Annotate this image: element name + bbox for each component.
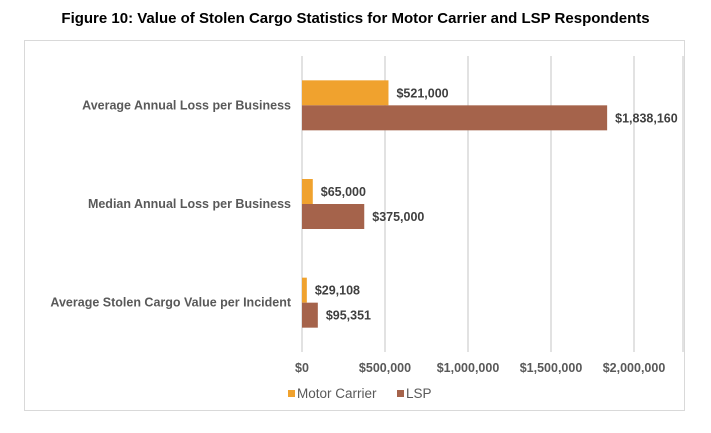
data-label: $65,000 (321, 185, 366, 199)
x-tick-label: $1,000,000 (437, 361, 500, 375)
bar-lsp (302, 204, 365, 229)
bar-motor-carrier (302, 179, 313, 204)
bar-lsp (302, 105, 608, 131)
category-label: Median Annual Loss per Business (88, 197, 291, 211)
legend-swatch-motor-carrier (288, 390, 295, 397)
x-tick-label: $1,500,000 (520, 361, 583, 375)
bar-motor-carrier (302, 80, 389, 106)
chart-title: Figure 10: Value of Stolen Cargo Statist… (61, 10, 650, 27)
bar-lsp (302, 302, 318, 328)
legend-swatch-lsp (397, 390, 404, 397)
data-label: $375,000 (372, 210, 424, 224)
x-tick-label: $500,000 (359, 361, 411, 375)
chart-frame (24, 40, 685, 411)
category-label: Average Stolen Cargo Value per Incident (50, 296, 291, 310)
legend-label: Motor Carrier (297, 386, 377, 401)
x-tick-label: $2,000,000 (603, 361, 666, 375)
data-label: $95,351 (326, 309, 371, 323)
data-label: $1,838,160 (615, 111, 678, 125)
legend-label: LSP (406, 386, 432, 401)
data-label: $29,108 (315, 284, 360, 298)
data-label: $521,000 (396, 86, 448, 100)
bar-motor-carrier (302, 277, 307, 303)
x-tick-label: $0 (295, 361, 309, 375)
category-label: Average Annual Loss per Business (82, 98, 291, 112)
